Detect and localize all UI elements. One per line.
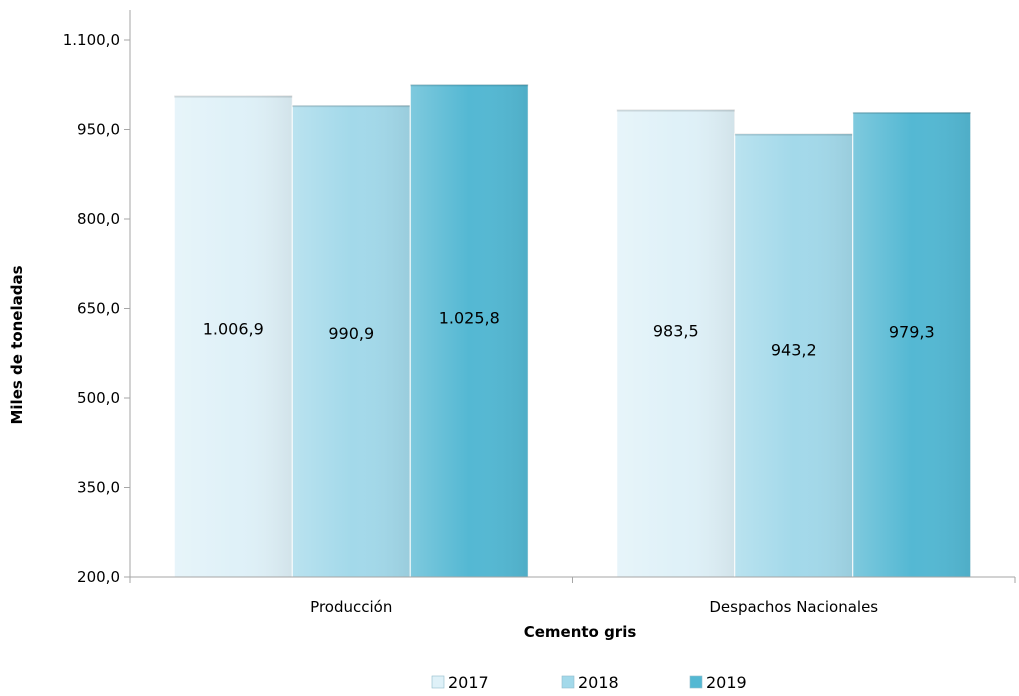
- bar-top-edge: [852, 112, 971, 115]
- bar-top-edge: [616, 109, 735, 112]
- bar-shading: [616, 109, 735, 578]
- bar-top-edge: [734, 133, 853, 136]
- legend-label: 2017: [448, 673, 489, 692]
- y-tick-label: 500,0: [77, 389, 120, 407]
- y-tick-label: 1.100,0: [63, 31, 120, 49]
- bars: [173, 83, 972, 578]
- bar-shading: [734, 133, 853, 578]
- bar-shading: [174, 95, 293, 577]
- bar-top-edge: [174, 95, 293, 98]
- bar-top-edge: [292, 105, 411, 108]
- data-label: 979,3: [889, 323, 935, 342]
- y-tick-label: 800,0: [77, 210, 120, 228]
- legend-swatch: [431, 675, 445, 689]
- y-tick-label: 950,0: [77, 121, 120, 139]
- y-axis: 200,0 350,0 500,0 650,0 800,0 950,0 1.100,0: [63, 10, 131, 586]
- data-label: 983,5: [653, 321, 699, 340]
- y-tick-label: 350,0: [77, 479, 120, 497]
- x-axis: Producción Despachos Nacionales: [129, 576, 1016, 616]
- data-label: 990,9: [328, 324, 374, 343]
- legend-label: 2018: [578, 673, 619, 692]
- legend-swatch: [689, 675, 703, 689]
- x-tick-label: Producción: [310, 598, 392, 616]
- data-label: 943,2: [771, 340, 817, 359]
- bar-top-edge: [410, 84, 529, 87]
- data-labels: 1.006,9 990,9 1.025,8 983,5 943,2 979,3: [203, 309, 935, 360]
- y-tick-label: 200,0: [77, 568, 120, 586]
- legend: 2017 2018 2019: [431, 673, 747, 692]
- bar-shading: [852, 112, 971, 577]
- y-axis-title: Miles de toneladas: [8, 265, 26, 424]
- data-label: 1.006,9: [203, 319, 264, 338]
- bar-shading: [292, 105, 411, 577]
- bar-shading: [410, 84, 529, 577]
- legend-label: 2019: [706, 673, 747, 692]
- x-tick-label: Despachos Nacionales: [709, 598, 878, 616]
- y-tick-label: 650,0: [77, 300, 120, 318]
- legend-swatch: [561, 675, 575, 689]
- x-axis-title: Cemento gris: [524, 623, 637, 641]
- data-label: 1.025,8: [439, 309, 500, 328]
